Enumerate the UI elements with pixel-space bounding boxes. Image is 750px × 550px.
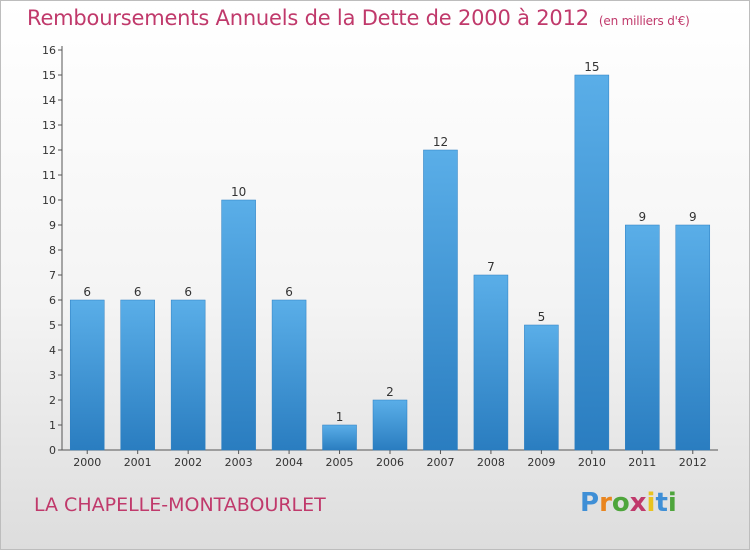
value-label-2010: 15 — [584, 60, 599, 74]
proxiti-logo: Proxiti — [580, 488, 677, 518]
y-tick-label: 1 — [49, 419, 56, 432]
y-tick-label: 4 — [49, 344, 56, 357]
bar-2003 — [221, 199, 256, 451]
value-label-2003: 10 — [231, 185, 246, 199]
bar-2008 — [473, 274, 509, 451]
bar-2001 — [120, 299, 155, 451]
y-tick-label: 2 — [49, 394, 56, 407]
bar-2010 — [574, 74, 610, 451]
y-tick-label: 3 — [49, 369, 56, 382]
bar-2002 — [170, 299, 206, 451]
bar-2012 — [675, 224, 711, 451]
x-tick-label-2007: 2007 — [426, 456, 454, 469]
bar-2007 — [423, 149, 458, 451]
value-label-2001: 6 — [134, 285, 142, 299]
chart-title-text: Remboursements Annuels de la Dette de 20… — [27, 6, 589, 30]
logo-letter: i — [646, 488, 656, 518]
value-label-2008: 7 — [487, 260, 495, 274]
bar-2009 — [524, 324, 559, 451]
y-tick-label: 16 — [42, 44, 56, 57]
y-tick-label: 11 — [42, 169, 56, 182]
logo-letter: o — [611, 488, 630, 518]
logo-letter: r — [599, 488, 612, 518]
x-tick-label-2003: 2003 — [225, 456, 253, 469]
commune-name: LA CHAPELLE-MONTABOURLET — [34, 494, 326, 516]
y-tick-label: 12 — [42, 144, 56, 157]
x-tick-label-2011: 2011 — [628, 456, 656, 469]
x-tick-label-2000: 2000 — [73, 456, 101, 469]
x-tick-label-2004: 2004 — [275, 456, 303, 469]
x-tick-label-2008: 2008 — [477, 456, 505, 469]
bar-2005 — [322, 424, 357, 451]
value-label-2004: 6 — [285, 285, 293, 299]
y-tick-label: 7 — [49, 269, 56, 282]
y-tick-label: 13 — [42, 119, 56, 132]
bar-2000 — [69, 299, 105, 451]
chart-title: Remboursements Annuels de la Dette de 20… — [27, 6, 690, 30]
value-label-2009: 5 — [538, 310, 546, 324]
logo-letter: x — [629, 488, 647, 518]
x-tick-label-2009: 2009 — [527, 456, 555, 469]
x-tick-label-2010: 2010 — [578, 456, 606, 469]
x-tick-label-2005: 2005 — [326, 456, 354, 469]
bar-2006 — [372, 399, 408, 451]
value-label-2000: 6 — [83, 285, 91, 299]
logo-letter: i — [667, 488, 677, 518]
value-label-2006: 2 — [386, 385, 394, 399]
x-tick-label-2006: 2006 — [376, 456, 404, 469]
value-label-2005: 1 — [336, 410, 344, 424]
value-label-2002: 6 — [184, 285, 192, 299]
y-tick-label: 5 — [49, 319, 56, 332]
y-tick-label: 6 — [49, 294, 56, 307]
value-label-2007: 12 — [433, 135, 448, 149]
y-tick-label: 9 — [49, 219, 56, 232]
bar-2004 — [271, 299, 307, 451]
value-label-2011: 9 — [638, 210, 646, 224]
value-label-2012: 9 — [689, 210, 697, 224]
logo-letter: t — [655, 488, 668, 518]
x-tick-label-2001: 2001 — [124, 456, 152, 469]
y-tick-label: 0 — [49, 444, 56, 457]
y-tick-label: 15 — [42, 69, 56, 82]
y-tick-label: 10 — [42, 194, 56, 207]
logo-letter: P — [580, 488, 600, 518]
x-tick-label-2002: 2002 — [174, 456, 202, 469]
bar-2011 — [625, 224, 660, 451]
x-tick-label-2012: 2012 — [679, 456, 707, 469]
y-tick-label: 14 — [42, 94, 56, 107]
chart-unit: (en milliers d'€) — [598, 14, 690, 28]
y-tick-label: 8 — [49, 244, 56, 257]
